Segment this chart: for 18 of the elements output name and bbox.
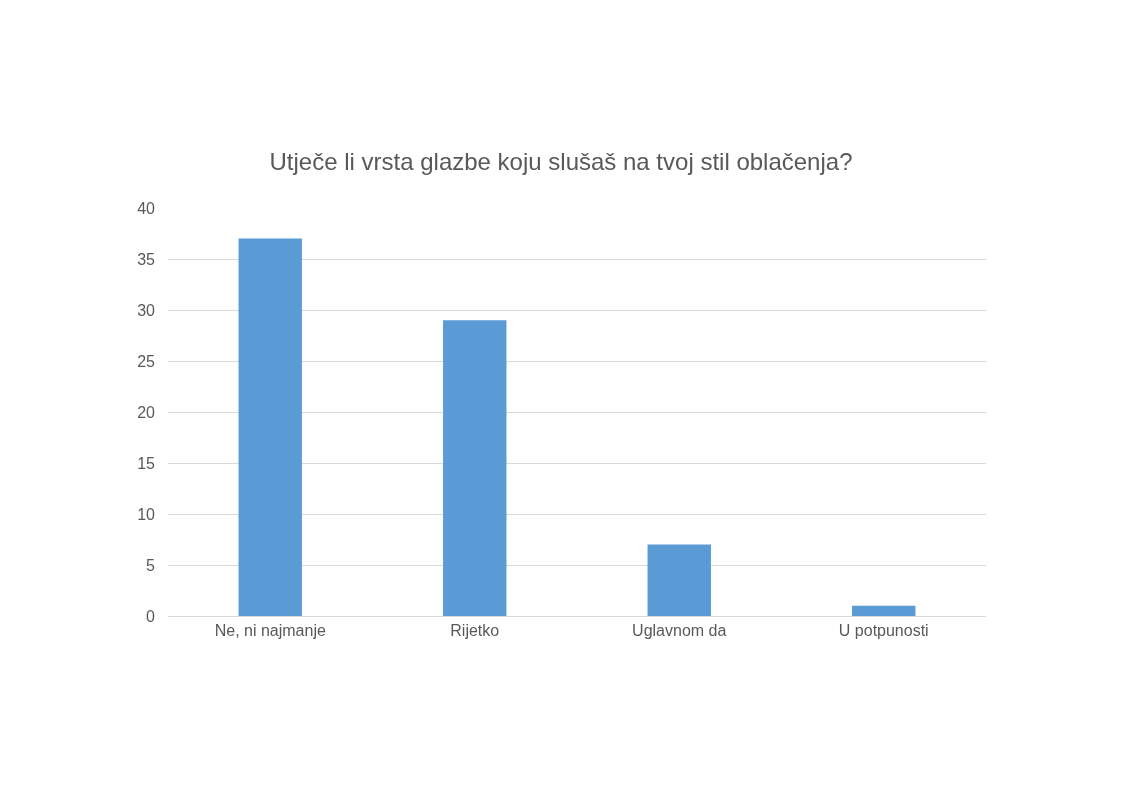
y-tick-label: 15 [137, 454, 156, 472]
bar [647, 544, 711, 616]
bar [852, 605, 916, 616]
y-tick-label: 20 [137, 403, 156, 421]
chart-title: Utječe li vrsta glazbe koju slušaš na tvoj stil oblačenja? [269, 148, 853, 176]
y-tick-label: 0 [146, 607, 156, 625]
y-tick-label: 30 [137, 301, 156, 319]
y-tick-label: 35 [137, 250, 156, 268]
x-tick-label: Uglavnom da [632, 622, 727, 640]
y-tick-label: 10 [137, 505, 156, 523]
y-tick-label: 5 [146, 556, 156, 574]
x-tick-label: U potpunosti [838, 622, 929, 640]
bar [238, 238, 302, 616]
x-tick-label: Ne, ni najmanje [214, 622, 326, 640]
bar [443, 320, 507, 616]
x-tick-label: Rijetko [450, 622, 500, 640]
y-tick-label: 25 [137, 352, 156, 370]
y-tick-label: 40 [137, 199, 156, 217]
